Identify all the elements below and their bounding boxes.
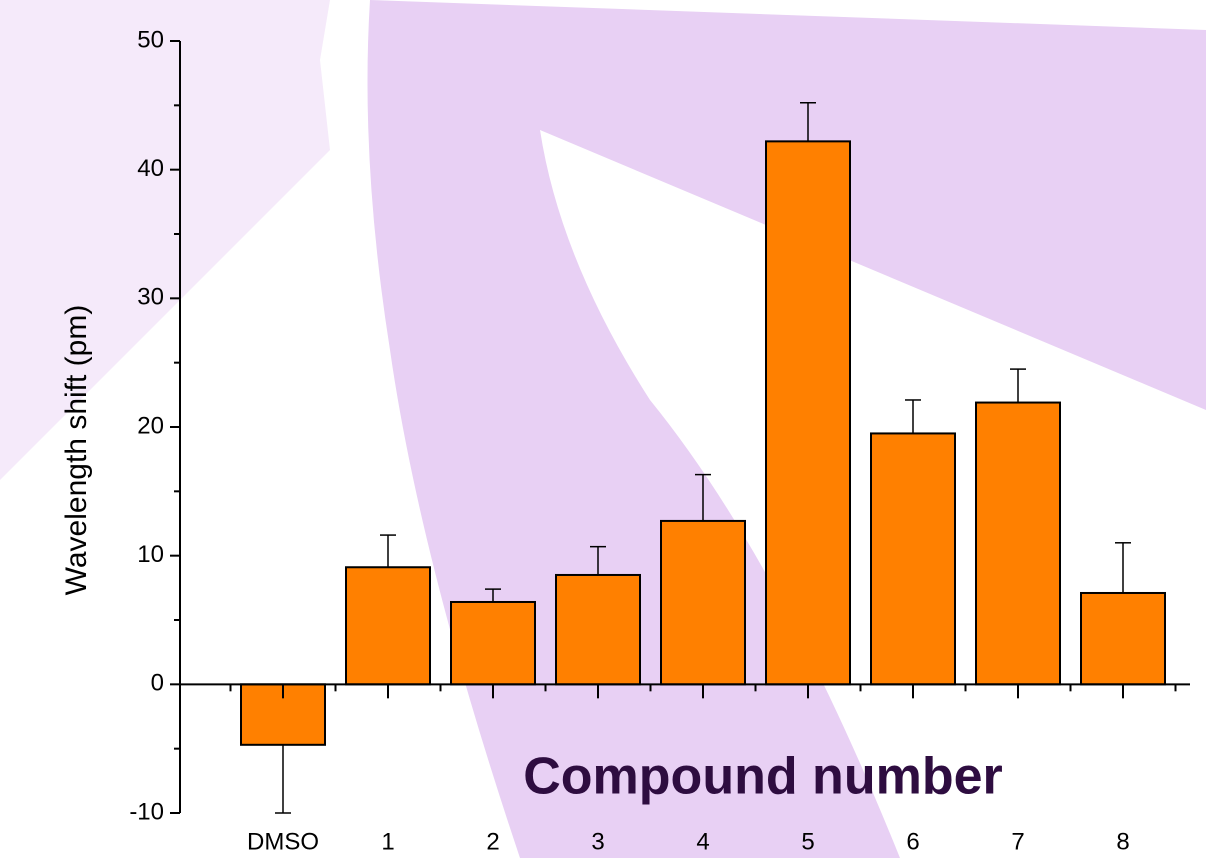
- bar: [766, 141, 850, 684]
- x-axis-label: Compound number: [523, 748, 1003, 806]
- y-tick-label: 40: [137, 155, 164, 182]
- y-tick-label: 30: [137, 284, 164, 311]
- y-tick-label: -10: [129, 798, 164, 825]
- y-axis-label: Wavelength shift (pm): [60, 305, 93, 596]
- bar: [346, 567, 430, 684]
- bar: [976, 403, 1060, 685]
- bar: [556, 575, 640, 684]
- x-tick-label: 4: [696, 828, 709, 855]
- bar: [871, 433, 955, 684]
- y-tick-label: 50: [137, 26, 164, 53]
- y-tick-label: 10: [137, 541, 164, 568]
- x-tick-label: 1: [381, 828, 394, 855]
- chart: Compound number Wavelength shift (pm) -1…: [0, 0, 1206, 858]
- x-tick-label: 5: [801, 828, 814, 855]
- x-tick-label: 6: [906, 828, 919, 855]
- x-tick-label: 2: [486, 828, 499, 855]
- y-tick-label: 0: [151, 670, 164, 697]
- x-tick-label: 3: [591, 828, 604, 855]
- bar: [661, 521, 745, 684]
- x-tick-label: 7: [1011, 828, 1024, 855]
- bar: [1081, 593, 1165, 684]
- x-tick-label: 8: [1116, 828, 1129, 855]
- y-tick-label: 20: [137, 412, 164, 439]
- x-tick-label: DMSO: [247, 828, 319, 855]
- bar: [451, 602, 535, 684]
